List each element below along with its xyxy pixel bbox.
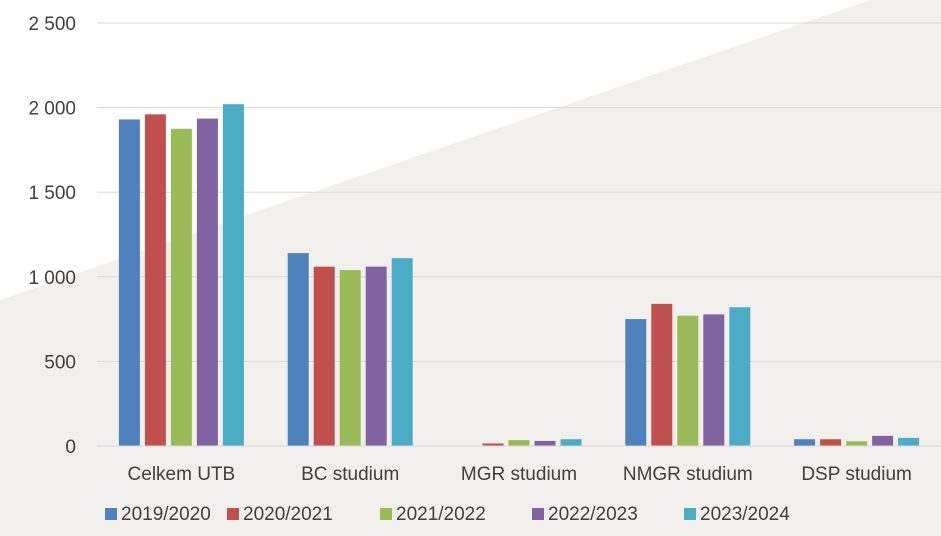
bar — [872, 435, 894, 446]
category-label: NMGR studium — [623, 464, 753, 485]
bar — [820, 439, 842, 446]
bar — [144, 114, 166, 447]
bar — [560, 439, 582, 446]
bar — [118, 119, 140, 446]
category-labels: Celkem UTB BC studium MGR studium NMGR stud… — [128, 464, 912, 485]
bar — [625, 319, 647, 446]
bar — [313, 266, 335, 446]
bar — [482, 443, 504, 446]
bar — [794, 439, 816, 446]
bar — [196, 118, 218, 447]
bar — [677, 315, 699, 446]
bar — [170, 128, 192, 446]
legend-swatch — [684, 508, 696, 520]
legend-label: 2023/2024 — [700, 504, 790, 525]
bar — [508, 440, 530, 446]
y-tick-label: 0 — [65, 437, 76, 458]
category-label: MGR studium — [461, 464, 577, 485]
bar — [365, 266, 387, 446]
legend-label: 2022/2023 — [548, 504, 638, 525]
legend-swatch — [105, 508, 117, 520]
bar — [287, 253, 309, 446]
bar — [703, 314, 725, 446]
y-tick-label: 1 500 — [28, 183, 76, 204]
category-label: Celkem UTB — [128, 464, 236, 485]
bars — [118, 104, 920, 447]
y-tick-label: 2 500 — [28, 14, 76, 35]
legend-swatch — [227, 508, 239, 520]
category-label: BC studium — [301, 464, 399, 485]
bar — [222, 104, 244, 446]
legend-label: 2019/2020 — [121, 504, 211, 525]
bar — [534, 440, 556, 446]
legend: 2019/2020 2020/2021 2021/2022 2022/2023 2023… — [105, 504, 790, 525]
y-tick-label: 500 — [44, 352, 76, 373]
y-axis-ticks: 0 500 1 000 1 500 2 000 2 500 — [28, 14, 76, 458]
legend-swatch — [532, 508, 544, 520]
bar — [729, 307, 751, 446]
bar — [846, 441, 868, 446]
legend-swatch — [380, 508, 392, 520]
legend-label: 2020/2021 — [243, 504, 333, 525]
legend-label: 2021/2022 — [396, 504, 486, 525]
bar — [898, 437, 920, 446]
category-label: DSP studium — [801, 464, 912, 485]
y-tick-label: 2 000 — [28, 99, 76, 120]
y-tick-label: 1 000 — [28, 268, 76, 289]
bar — [391, 258, 413, 446]
bar — [651, 303, 673, 446]
bar — [339, 270, 361, 446]
